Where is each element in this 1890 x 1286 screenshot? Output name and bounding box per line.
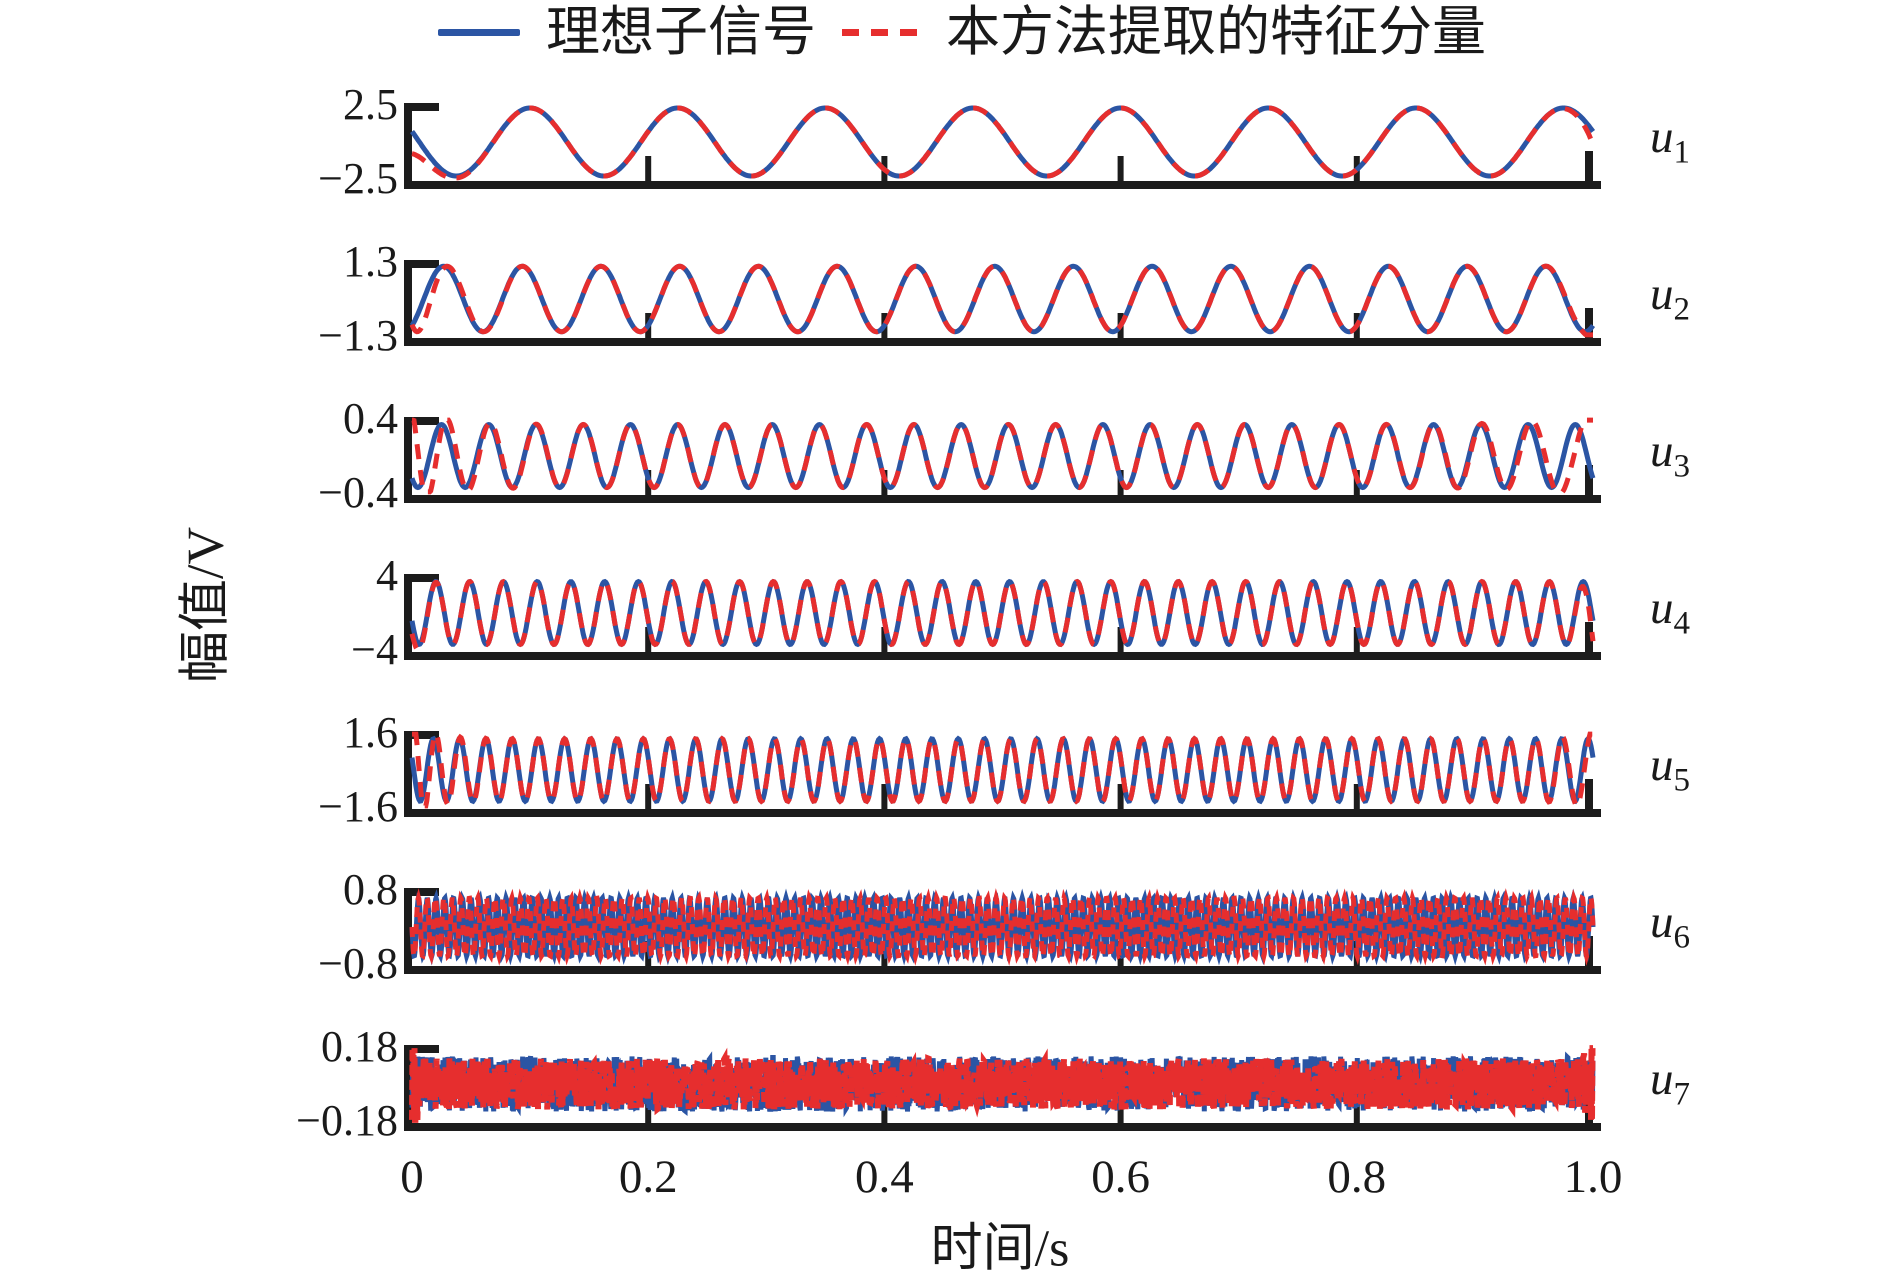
- xtick-0.8: 0.8: [1327, 1151, 1387, 1203]
- x-axis-tick-u5: [1117, 784, 1124, 809]
- ytick-bottom-u5: −1.6: [318, 782, 398, 831]
- signal-label-u5: u5: [1650, 739, 1690, 799]
- ytick-top-u6: 0.8: [343, 865, 398, 914]
- legend-ideal-label: 理想子信号: [546, 2, 816, 62]
- xtick-0.6: 0.6: [1091, 1151, 1150, 1203]
- subplot-u6: [404, 888, 1601, 974]
- ytick-bottom-u4: −4: [351, 625, 398, 674]
- y-axis-line-u5: [404, 731, 412, 817]
- x-axis-end-tick-u5: [1585, 779, 1593, 809]
- y-axis-line-u7: [404, 1045, 412, 1131]
- x-axis-tick-u5: [881, 784, 888, 809]
- ytick-top-u3: 0.4: [343, 394, 398, 443]
- ytick-top-u7: 0.18: [321, 1022, 398, 1071]
- x-axis-tick-u4: [645, 627, 652, 652]
- signal-label-u4: u4: [1650, 582, 1690, 642]
- signal-label-u2: u2: [1650, 268, 1690, 328]
- ytick-bottom-u7: −0.18: [296, 1096, 398, 1145]
- ytick-top-u4: 4: [376, 551, 398, 600]
- extracted-signal-curve-u4: [409, 578, 1596, 652]
- legend-ideal-line-sample: [438, 28, 520, 36]
- x-axis-line-u1: [404, 181, 1601, 189]
- x-axis-end-tick-u1: [1585, 151, 1593, 181]
- subplot-u4: [404, 574, 1601, 660]
- signal-label-u1: u1: [1650, 111, 1690, 171]
- ytick-bottom-u3: −0.4: [318, 468, 398, 517]
- x-axis-line-u4: [404, 652, 1601, 660]
- x-axis-tick-u4: [1117, 627, 1124, 652]
- y-axis-title: 幅值/V: [177, 526, 235, 684]
- x-axis-tick-u4: [1353, 627, 1360, 652]
- x-axis-tick-u7: [1353, 1098, 1360, 1123]
- ytick-bottom-u1: −2.5: [318, 154, 398, 203]
- legend: 理想子信号 本方法提取的特征分量: [438, 2, 1486, 62]
- extracted-signal-curve-u6: [409, 888, 1596, 966]
- x-axis-line-u5: [404, 809, 1601, 817]
- xtick-1.0: 1.0: [1563, 1151, 1623, 1203]
- x-axis-line-u6: [404, 966, 1601, 974]
- xtick-0.4: 0.4: [855, 1151, 914, 1203]
- x-axis-tick-u7: [645, 1098, 652, 1123]
- x-axis-tick-u5: [645, 784, 652, 809]
- signal-label-u3: u3: [1650, 425, 1690, 485]
- x-axis-tick-u1: [645, 156, 652, 181]
- ytick-top-u5: 1.6: [343, 708, 398, 757]
- legend-extracted-dash-sample: [842, 28, 920, 36]
- x-axis-tick-u5: [1353, 784, 1360, 809]
- y-axis-top-tick-u1: [404, 103, 439, 111]
- subplot-u7: [404, 1045, 1601, 1131]
- x-axis-line-u2: [404, 338, 1601, 346]
- ytick-bottom-u2: −1.3: [318, 311, 398, 360]
- y-axis-line-u2: [404, 260, 412, 346]
- subplot-u3: [404, 417, 1601, 503]
- signal-label-u6: u6: [1650, 896, 1690, 956]
- xtick-0: 0: [400, 1151, 424, 1203]
- x-axis-tick-u4: [881, 627, 888, 652]
- extracted-signal-curve-u3: [411, 417, 1593, 495]
- ytick-top-u1: 2.5: [343, 80, 398, 129]
- ytick-top-u2: 1.3: [343, 237, 398, 286]
- legend-extracted-label: 本方法提取的特征分量: [946, 2, 1486, 62]
- xtick-0.2: 0.2: [618, 1151, 678, 1203]
- ideal-signal-curve-u4: [409, 578, 1596, 648]
- x-axis-line-u3: [404, 495, 1601, 503]
- extracted-signal-curve-u2: [409, 263, 1593, 338]
- x-axis-tick-u7: [1117, 1098, 1124, 1123]
- x-axis-end-tick-u3: [1585, 465, 1593, 495]
- y-axis-line-u4: [404, 574, 412, 660]
- ideal-signal-curve-u1: [410, 105, 1596, 179]
- y-axis-line-u3: [404, 417, 412, 503]
- extracted-signal-curve-u7: [409, 1045, 1596, 1123]
- x-axis-end-tick-u4: [1585, 622, 1593, 652]
- y-axis-top-tick-u2: [404, 260, 439, 268]
- subplot-u2: [404, 260, 1601, 346]
- y-axis-top-tick-u4: [404, 574, 439, 582]
- y-axis-top-tick-u3: [404, 417, 439, 425]
- signal-label-u7: u7: [1650, 1053, 1690, 1113]
- x-axis-end-tick-u2: [1585, 308, 1593, 338]
- y-axis-top-tick-u7: [404, 1045, 439, 1053]
- y-axis-top-tick-u6: [404, 888, 439, 896]
- x-axis-title: 时间/s: [930, 1220, 1070, 1278]
- ytick-bottom-u6: −0.8: [318, 939, 398, 988]
- y-axis-line-u1: [404, 103, 412, 189]
- extracted-signal-curve-u1: [411, 105, 1596, 181]
- y-axis-line-u6: [404, 888, 412, 974]
- extracted-signal-curve-u5: [412, 730, 1593, 809]
- y-axis-top-tick-u5: [404, 731, 439, 739]
- subplot-u5: [404, 730, 1601, 817]
- x-axis-tick-u1: [1117, 156, 1124, 181]
- subplot-u1: [404, 103, 1601, 189]
- x-axis-line-u7: [404, 1123, 1601, 1131]
